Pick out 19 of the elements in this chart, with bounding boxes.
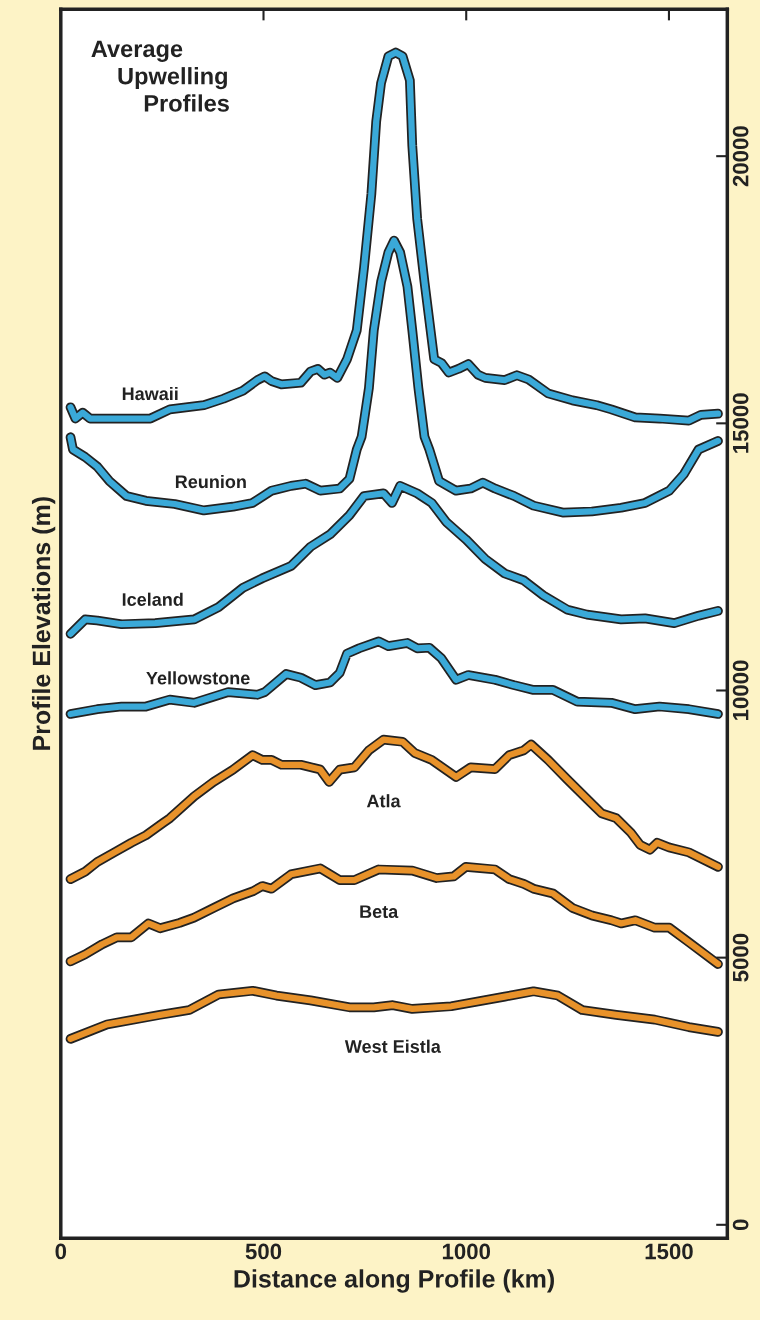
series-label: Iceland xyxy=(122,592,183,606)
series-label: West Eistla xyxy=(344,1039,441,1053)
series-label: Yellowstone xyxy=(146,671,250,685)
y-tick-label: 20000 xyxy=(732,126,749,187)
x-tick-label: 1500 xyxy=(645,1243,693,1260)
y-axis-title: Profile Elevations (m) xyxy=(31,497,56,750)
x-tick-label: 500 xyxy=(245,1243,282,1260)
series-label: Hawaii xyxy=(122,386,178,401)
series-label: Beta xyxy=(360,905,399,919)
series-label: Atla xyxy=(366,794,401,808)
x-tick-label: 1000 xyxy=(442,1243,491,1260)
x-axis-title: Distance along Profile (km) xyxy=(234,1269,554,1293)
text: Average Upwelling Profiles xyxy=(91,40,229,112)
y-tick-label: 15000 xyxy=(732,393,749,453)
y-tick-label: 5000 xyxy=(732,933,749,982)
x-tick-label: 0 xyxy=(55,1243,67,1260)
y-tick-label: 10000 xyxy=(732,660,749,720)
y-tick-label: 0 xyxy=(732,1219,749,1231)
series-label: Reunion xyxy=(175,474,246,489)
